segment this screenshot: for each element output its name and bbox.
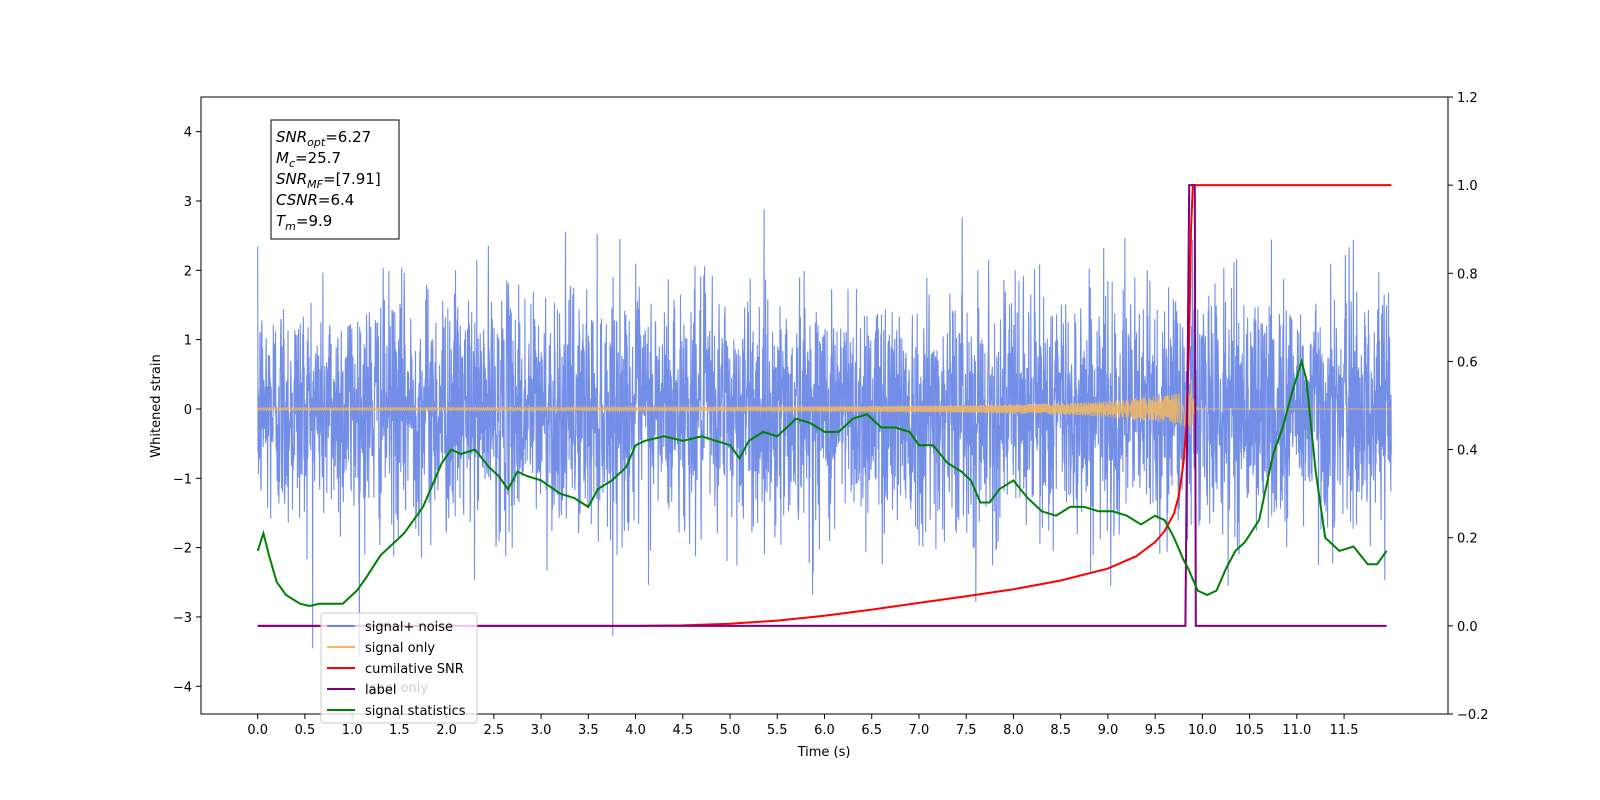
y-left-tick-label: −2: [173, 542, 192, 557]
y-right-tick-label: 0.6: [1457, 355, 1478, 370]
x-tick-label: 5.5: [767, 723, 788, 738]
x-axis-label: Time (s): [797, 745, 851, 760]
x-tick-label: 11.5: [1330, 723, 1359, 738]
legend-entry-label: signal only: [365, 641, 435, 656]
series-signal-plus-noise: [257, 209, 1392, 656]
annotation-value: =6.27: [325, 128, 371, 146]
annotation-symbol: SNR: [276, 170, 307, 188]
x-tick-label: 1.0: [342, 723, 363, 738]
annotation-line: CSNR=6.4: [276, 191, 354, 209]
x-tick-label: 11.0: [1282, 723, 1311, 738]
y-axis-label: Whitened strain: [149, 354, 164, 457]
annotation-subscript: opt: [307, 136, 326, 149]
x-tick-label: 8.5: [1050, 723, 1071, 738]
y-right-tick-label: 1.2: [1457, 91, 1478, 106]
annotation-symbol: T: [276, 212, 287, 230]
x-tick-label: 3.0: [531, 723, 552, 738]
x-tick-label: 8.0: [1003, 723, 1024, 738]
series-layer: [256, 184, 1392, 656]
annotation-line: Tm=9.9: [276, 212, 332, 233]
x-tick-label: 0.5: [295, 723, 316, 738]
series-signal-statistics: [256, 357, 1388, 608]
x-tick-label: 4.5: [672, 723, 693, 738]
y-left-tick-label: 1: [184, 334, 192, 349]
x-tick-label: 10.0: [1188, 723, 1217, 738]
x-tick-label: 9.0: [1098, 723, 1119, 738]
annotation-symbol: M: [276, 149, 289, 167]
annotation-value: =[7.91]: [323, 170, 381, 188]
annotation-line: SNRopt=6.27: [276, 128, 371, 149]
axes-layer: 0.0 0.5 1.0 1.5 2.0 2.5 3.0 3.5 4.0 4.5 5.0 5.5 6.0 6…: [173, 91, 1489, 738]
x-tick-label: 6.5: [861, 723, 882, 738]
annotation-subscript: c: [289, 157, 295, 170]
x-tick-label: 7.0: [909, 723, 930, 738]
x-tick-label: 6.0: [814, 723, 835, 738]
legend-frame: [320, 612, 478, 724]
annotation-line: SNRMF=[7.91]: [276, 170, 381, 191]
series-signal-only: [257, 379, 1392, 435]
x-tick-label: 2.0: [436, 723, 457, 738]
x-tick-label: 4.0: [625, 723, 646, 738]
x-tick-label: 10.5: [1235, 723, 1264, 738]
annotation-subscript: m: [285, 220, 296, 233]
y-right-tick-label: 0.8: [1457, 267, 1478, 282]
annotation-symbol: CSNR: [276, 191, 318, 209]
y-right-tick-label: 0.0: [1457, 620, 1478, 635]
y-right-tick-label: 0.4: [1457, 444, 1478, 459]
legend-entry-label: signal statistics: [365, 704, 466, 719]
annotation-box: SNRopt=6.27Mc=25.7SNRMF=[7.91]CSNR=6.4Tm…: [270, 119, 400, 240]
legend-entry-label: cumilative SNR: [365, 662, 464, 677]
annotation-subscript: MF: [307, 178, 323, 191]
y-left-tick-label: −3: [173, 611, 192, 626]
x-tick-label: 0.0: [247, 723, 268, 738]
legend-entry-label: label: [365, 683, 396, 698]
x-tick-label: 5.0: [720, 723, 741, 738]
y-left-tick-label: 3: [184, 195, 192, 210]
y-left-tick-label: −1: [173, 472, 192, 487]
y-left-tick-label: 0: [184, 403, 192, 418]
annotation-frame: [270, 119, 400, 240]
annotation-value: =6.4: [318, 191, 354, 209]
x-tick-label: 3.5: [578, 723, 599, 738]
annotation-symbol: SNR: [276, 128, 307, 146]
annotation-value: =25.7: [295, 149, 341, 167]
series-label: [257, 184, 1387, 627]
y-right-tick-label: 1.0: [1457, 179, 1478, 194]
annotation-value: =9.9: [296, 212, 332, 230]
x-tick-label: 1.5: [389, 723, 410, 738]
y-left-tick-label: −4: [173, 680, 192, 695]
y-right-tick-label: −0.2: [1457, 708, 1489, 723]
legend-entry-label: signal+ noise: [365, 620, 453, 635]
x-tick-label: 9.5: [1145, 723, 1166, 738]
y-left-tick-label: 4: [184, 126, 192, 141]
x-tick-label: 7.5: [956, 723, 977, 738]
y-left-tick-label: 2: [184, 264, 192, 279]
x-tick-label: 2.5: [484, 723, 505, 738]
y-right-tick-label: 0.2: [1457, 532, 1478, 547]
annotation-line: Mc=25.7: [276, 149, 341, 170]
